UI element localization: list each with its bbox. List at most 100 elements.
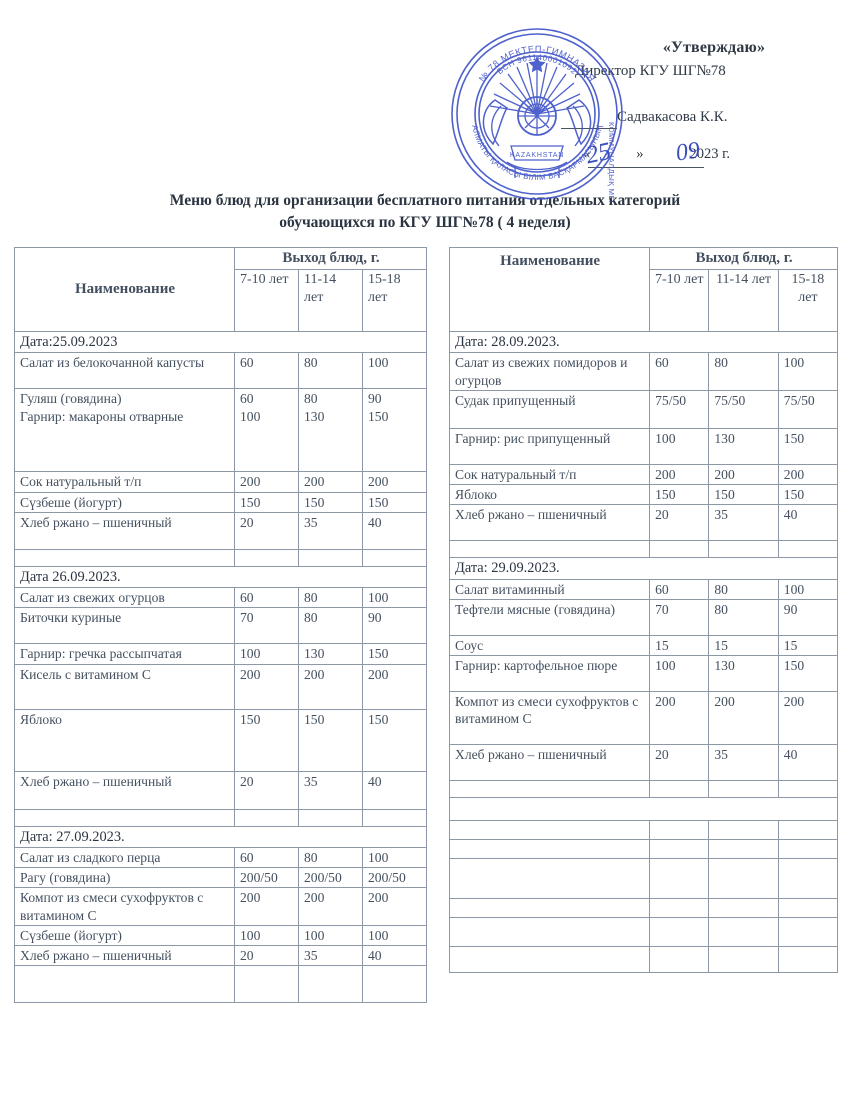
dish-name: Компот из смеси сухофруктов с витамином … [448,691,651,746]
table-row: Судак припущенный 75/50 75/50 75/50 [448,389,839,429]
dish-name: Салат из свежих огурцов [14,587,235,609]
table-head-left: Наименование Выход блюд, г. 7-10 лет 11-… [14,246,427,333]
portion-7-10: 20 [234,770,299,810]
dish-name [448,780,651,799]
dish-name: Гуляш (говядина) Гарнир: макароны отварны… [14,388,235,473]
portion-15-18: 100 [362,352,427,390]
dish-name [448,946,651,974]
portion-11-14: 80 [708,578,779,600]
portion-7-10: 150 [234,491,299,513]
table-row: Хлеб ржано – пшеничный 20 35 40 [14,945,427,967]
table-row: Салат из белокочанной капусты 60 80 100 [14,352,427,390]
portion-7-10 [649,839,710,860]
portion-11-14: 80 [708,598,779,636]
table-row [448,839,839,860]
portion-15-18 [777,917,839,948]
table-row [14,965,427,1004]
portion-11-14 [708,780,779,799]
date-label [449,797,838,822]
menu-table-left: Наименование Выход блюд, г. 7-10 лет 11-… [14,246,427,1004]
portion-15-18 [777,946,839,974]
portion-11-14: 35 [298,770,363,810]
portion-15-18 [362,548,427,567]
portion-11-14: 75/50 [708,389,779,429]
portion-15-18: 150 [777,484,839,506]
portion-15-18: 200 [362,887,427,926]
portion-15-18: 75/50 [777,389,839,429]
portion-11-14 [298,965,363,1004]
approval-year: 2023 г. [689,146,731,163]
date-label: Дата: 29.09.2023. [449,557,838,580]
portion-7-10: 200 [234,663,299,710]
table-row: Хлеб ржано – пшеничный 20 35 40 [448,744,839,782]
header-age-7-10: 7-10 лет [649,269,710,333]
table-row: Салат из сладкого перца 60 80 100 [14,846,427,869]
table-row [448,898,839,919]
dish-name [448,898,651,919]
table-row: Гарнир: гречка рассыпчатая 100 130 150 [14,643,427,665]
portion-11-14 [708,898,779,919]
table-row: Гарнир: картофельное пюре 100 130 150 [448,655,839,693]
portion-7-10: 60 [234,846,299,869]
portion-11-14 [708,820,779,841]
table-row [14,808,427,827]
portion-11-14 [708,540,779,559]
page-title-line1: Меню блюд для организации бесплатного пи… [169,192,681,209]
portion-11-14: 130 [298,643,363,665]
dish-name: Судак припущенный [448,389,651,429]
portion-7-10: 20 [649,504,710,542]
portion-11-14: 80 [298,607,363,645]
table-body-right: Дата: 28.09.2023. Салат из свежих помидор… [448,331,839,974]
menu-table-right: Наименование Выход блюд, г. 7-10 лет 11-… [448,246,839,974]
portion-7-10: 150 [649,484,710,506]
portion-7-10 [649,780,710,799]
table-row: Тефтели мясные (говядина) 70 80 90 [448,598,839,636]
portion-7-10 [649,946,710,974]
header-row-top: Наименование Выход блюд, г. [448,246,838,333]
table-row: Сок натуральный т/п 200 200 200 [14,471,427,493]
portion-15-18 [777,839,839,860]
header-age-15-18: 15-18 лет [362,269,427,333]
table-row [448,780,839,799]
dish-name: Яблоко [448,484,651,506]
portion-15-18 [777,780,839,799]
dish-name: Сок натуральный т/п [14,471,235,493]
signature-rule-date [588,167,704,168]
approval-block: «Утверждаю» Директор КГУ ШГ№78 Садвакасо… [575,39,835,163]
dish-name: Хлеб ржано – пшеничный [448,504,651,542]
dish-name: Гарнир: гречка рассыпчатая [14,643,235,665]
portion-7-10 [649,540,710,559]
table-row [448,917,839,948]
dish-name [448,820,651,841]
date-label: Дата: 28.09.2023. [449,331,838,354]
portion-15-18: 40 [362,770,427,810]
dish-name [448,839,651,860]
header-vyhod: Выход блюд, г. [649,246,838,271]
portion-11-14: 200 [708,691,779,746]
portion-15-18: 150 [362,491,427,513]
dish-name: Хлеб ржано – пшеничный [14,945,235,967]
dish-name: Тефтели мясные (говядина) [448,598,651,636]
dish-name [448,917,651,948]
portion-7-10: 20 [649,744,710,782]
portion-7-10 [234,965,299,1004]
dish-name: Салат витаминный [448,578,651,600]
portion-11-14: 200 [298,663,363,710]
portion-7-10 [234,808,299,827]
date-label: Дата: 27.09.2023. [14,825,427,848]
dish-name [448,858,651,900]
menu-tables: Наименование Выход блюд, г. 7-10 лет 11-… [14,246,839,1004]
table-row: Салат витаминный 60 80 100 [448,578,839,600]
table-row: Яблоко 150 150 150 [448,484,839,506]
portion-15-18: 90 [362,607,427,645]
portion-15-18: 90 [777,598,839,636]
table-row [448,858,839,900]
portion-7-10: 200 [649,691,710,746]
portion-7-10: 200/50 [234,867,299,889]
svg-text:БСН 961140001092: БСН 961140001092 [495,53,578,76]
table-row [448,946,839,974]
portion-15-18: 200 [777,691,839,746]
header-row-ages: 7-10 лет 11-14 лет 15-18 лет [15,269,427,333]
dish-name: Салат из белокочанной капусты [14,352,235,390]
table-row: Яблоко 150 150 150 [14,708,427,772]
